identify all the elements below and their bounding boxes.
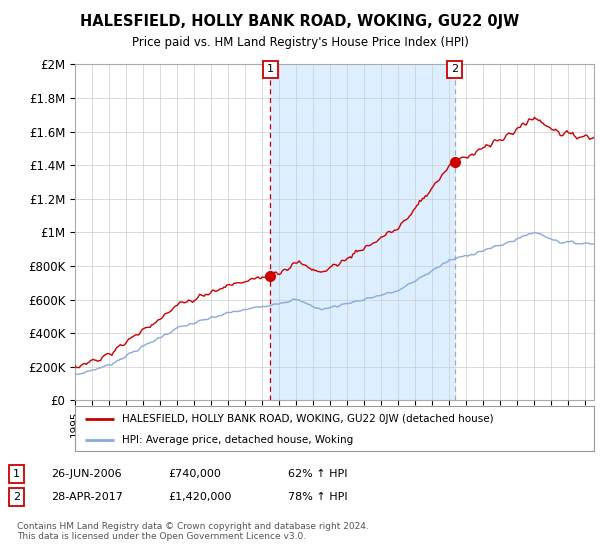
- Text: £1,420,000: £1,420,000: [168, 492, 232, 502]
- Bar: [271, 64, 455, 400]
- Text: 28-APR-2017: 28-APR-2017: [51, 492, 123, 502]
- Text: 26-JUN-2006: 26-JUN-2006: [51, 469, 122, 479]
- Text: 1: 1: [13, 469, 20, 479]
- Text: 62% ↑ HPI: 62% ↑ HPI: [288, 469, 347, 479]
- Text: HALESFIELD, HOLLY BANK ROAD, WOKING, GU22 0JW: HALESFIELD, HOLLY BANK ROAD, WOKING, GU2…: [80, 14, 520, 29]
- Text: 2: 2: [13, 492, 20, 502]
- Text: £740,000: £740,000: [168, 469, 221, 479]
- Text: 1: 1: [267, 64, 274, 74]
- Text: 2: 2: [451, 64, 458, 74]
- Text: Contains HM Land Registry data © Crown copyright and database right 2024.
This d: Contains HM Land Registry data © Crown c…: [17, 522, 368, 542]
- Text: 78% ↑ HPI: 78% ↑ HPI: [288, 492, 347, 502]
- Text: Price paid vs. HM Land Registry's House Price Index (HPI): Price paid vs. HM Land Registry's House …: [131, 36, 469, 49]
- Text: HALESFIELD, HOLLY BANK ROAD, WOKING, GU22 0JW (detached house): HALESFIELD, HOLLY BANK ROAD, WOKING, GU2…: [122, 413, 493, 423]
- Text: HPI: Average price, detached house, Woking: HPI: Average price, detached house, Woki…: [122, 435, 353, 445]
